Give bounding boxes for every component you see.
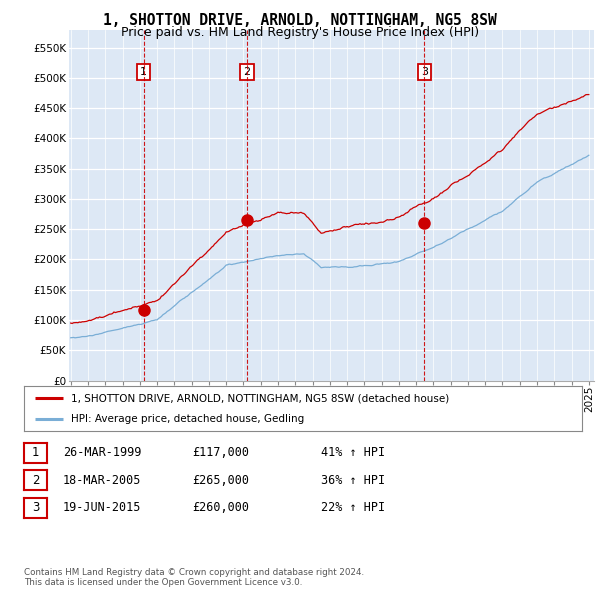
Text: 26-MAR-1999: 26-MAR-1999 xyxy=(63,446,142,459)
Text: 2: 2 xyxy=(32,474,39,487)
Text: 19-JUN-2015: 19-JUN-2015 xyxy=(63,502,142,514)
Text: Price paid vs. HM Land Registry's House Price Index (HPI): Price paid vs. HM Land Registry's House … xyxy=(121,26,479,39)
Text: 1: 1 xyxy=(32,446,39,459)
Text: 2: 2 xyxy=(244,67,251,77)
Text: 3: 3 xyxy=(421,67,428,77)
Text: 3: 3 xyxy=(32,502,39,514)
Text: HPI: Average price, detached house, Gedling: HPI: Average price, detached house, Gedl… xyxy=(71,414,305,424)
Text: £117,000: £117,000 xyxy=(192,446,249,459)
Text: 1, SHOTTON DRIVE, ARNOLD, NOTTINGHAM, NG5 8SW (detached house): 1, SHOTTON DRIVE, ARNOLD, NOTTINGHAM, NG… xyxy=(71,394,449,404)
Text: 41% ↑ HPI: 41% ↑ HPI xyxy=(321,446,385,459)
Text: 18-MAR-2005: 18-MAR-2005 xyxy=(63,474,142,487)
Text: 1: 1 xyxy=(140,67,147,77)
Text: £260,000: £260,000 xyxy=(192,502,249,514)
Text: 1, SHOTTON DRIVE, ARNOLD, NOTTINGHAM, NG5 8SW: 1, SHOTTON DRIVE, ARNOLD, NOTTINGHAM, NG… xyxy=(103,13,497,28)
Text: 22% ↑ HPI: 22% ↑ HPI xyxy=(321,502,385,514)
Text: £265,000: £265,000 xyxy=(192,474,249,487)
Text: 36% ↑ HPI: 36% ↑ HPI xyxy=(321,474,385,487)
Text: Contains HM Land Registry data © Crown copyright and database right 2024.
This d: Contains HM Land Registry data © Crown c… xyxy=(24,568,364,587)
